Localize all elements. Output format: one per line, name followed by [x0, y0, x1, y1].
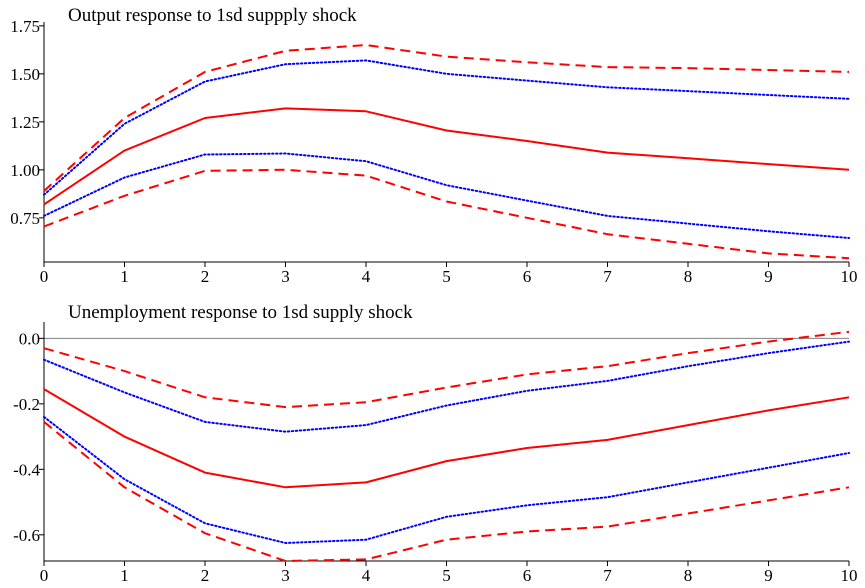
x-tick-label: 7	[603, 566, 612, 585]
y-tick-label: -0.2	[13, 395, 40, 414]
axis-lines	[43, 22, 849, 263]
x-tick-label: 10	[841, 267, 858, 286]
dashed-band-line	[43, 330, 850, 409]
x-tick-label: 9	[764, 267, 773, 286]
x-tick-label: 9	[764, 566, 773, 585]
x-tick-label: 3	[281, 566, 290, 585]
x-tick-label: 4	[362, 566, 371, 585]
chart-title: Unemployment response to 1sd supply shoc…	[68, 302, 413, 323]
x-tick-label: 0	[40, 267, 49, 286]
y-tick-label: 1.50	[10, 65, 40, 84]
dotted-band-line	[43, 340, 850, 433]
unemployment-response-panel: Unemployment response to 1sd supply shoc…	[13, 302, 857, 585]
x-tick-label: 0	[40, 566, 49, 585]
y-tick-label: -0.6	[13, 526, 40, 545]
dashed-band-line	[43, 44, 850, 192]
dotted-band-line	[43, 59, 850, 196]
x-tick-label: 10	[841, 566, 858, 585]
x-tick-label: 2	[201, 267, 210, 286]
dashed-band-line	[43, 421, 850, 562]
x-tick-label: 8	[684, 267, 693, 286]
y-tick-label: 1.25	[10, 113, 40, 132]
x-tick-label: 5	[442, 267, 451, 286]
chart-title: Output response to 1sd suppply shock	[68, 5, 357, 26]
x-tick-label: 2	[201, 566, 210, 585]
y-tick-label: -0.4	[13, 460, 40, 479]
x-tick-label: 6	[523, 566, 532, 585]
dotted-band-line	[43, 152, 850, 239]
axis-lines	[43, 322, 849, 562]
x-tick-label: 3	[281, 267, 290, 286]
x-tick-label: 1	[120, 566, 129, 585]
x-tick-label: 1	[120, 267, 129, 286]
x-tick-label: 4	[362, 267, 371, 286]
point-estimate-line	[43, 388, 850, 489]
x-tick-label: 5	[442, 566, 451, 585]
y-tick-label: 0.0	[19, 329, 40, 348]
y-tick-label: 1.75	[10, 17, 40, 36]
x-tick-label: 7	[603, 267, 612, 286]
dotted-band-line	[43, 415, 850, 544]
y-tick-label: 1.00	[10, 161, 40, 180]
dashed-band-line	[43, 168, 850, 260]
x-tick-label: 6	[523, 267, 532, 286]
point-estimate-line	[43, 107, 850, 206]
x-tick-label: 8	[684, 566, 693, 585]
y-tick-label: 0.75	[10, 209, 40, 228]
output-response-panel: Output response to 1sd suppply shock 0 1 2 3…	[10, 5, 857, 286]
